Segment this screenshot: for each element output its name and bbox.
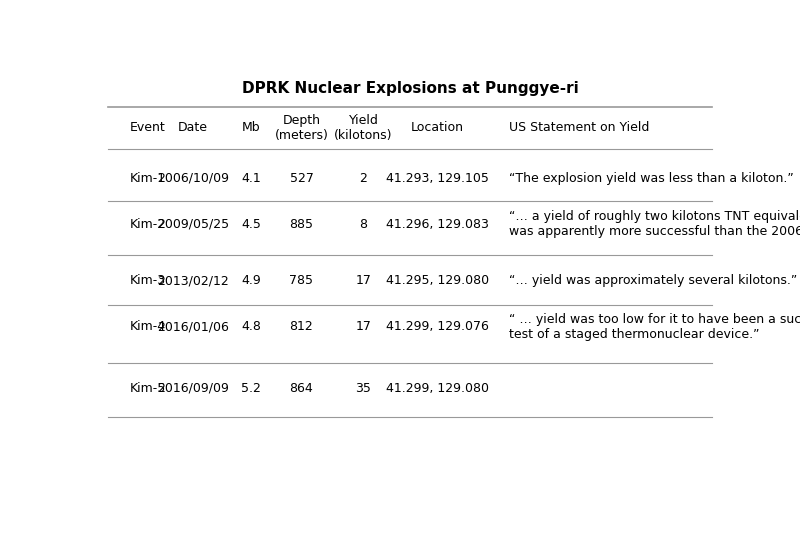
Text: “… a yield of roughly two kilotons TNT equivalent,
was apparently more successfu: “… a yield of roughly two kilotons TNT e… <box>510 210 800 239</box>
Text: 17: 17 <box>355 274 371 287</box>
Text: 41.293, 129.105: 41.293, 129.105 <box>386 171 489 185</box>
Text: 4.8: 4.8 <box>241 320 261 334</box>
Text: 2: 2 <box>359 171 367 185</box>
Text: “ … yield was too low for it to have been a successful
test of a staged thermonu: “ … yield was too low for it to have bee… <box>510 313 800 341</box>
Text: Kim-4: Kim-4 <box>130 320 166 334</box>
Text: Yield
(kilotons): Yield (kilotons) <box>334 114 393 142</box>
Text: 8: 8 <box>359 218 367 231</box>
Text: Event: Event <box>130 122 165 134</box>
Text: 17: 17 <box>355 320 371 334</box>
Text: “… yield was approximately several kilotons.”: “… yield was approximately several kilot… <box>510 274 798 287</box>
Text: 885: 885 <box>290 218 314 231</box>
Text: Kim-3: Kim-3 <box>130 274 166 287</box>
Text: 785: 785 <box>290 274 314 287</box>
Text: 2013/02/12: 2013/02/12 <box>157 274 229 287</box>
Text: 35: 35 <box>355 382 371 395</box>
Text: Date: Date <box>178 122 208 134</box>
Text: “The explosion yield was less than a kiloton.”: “The explosion yield was less than a kil… <box>510 171 794 185</box>
Text: 812: 812 <box>290 320 314 334</box>
Text: 864: 864 <box>290 382 314 395</box>
Text: Kim-5: Kim-5 <box>130 382 166 395</box>
Text: 2016/01/06: 2016/01/06 <box>157 320 229 334</box>
Text: 2009/05/25: 2009/05/25 <box>157 218 229 231</box>
Text: DPRK Nuclear Explosions at Punggye-ri: DPRK Nuclear Explosions at Punggye-ri <box>242 80 578 95</box>
Text: 4.5: 4.5 <box>241 218 261 231</box>
Text: 527: 527 <box>290 171 314 185</box>
Text: US Statement on Yield: US Statement on Yield <box>510 122 650 134</box>
Text: Depth
(meters): Depth (meters) <box>274 114 329 142</box>
Text: 4.1: 4.1 <box>242 171 261 185</box>
Text: 2016/09/09: 2016/09/09 <box>157 382 229 395</box>
Text: 5.2: 5.2 <box>241 382 261 395</box>
Text: 4.9: 4.9 <box>242 274 261 287</box>
Text: Location: Location <box>410 122 464 134</box>
Text: Kim-2: Kim-2 <box>130 218 166 231</box>
Text: 41.296, 129.083: 41.296, 129.083 <box>386 218 489 231</box>
Text: 41.295, 129.080: 41.295, 129.080 <box>386 274 489 287</box>
Text: Mb: Mb <box>242 122 261 134</box>
Text: 2006/10/09: 2006/10/09 <box>157 171 229 185</box>
Text: Kim-1: Kim-1 <box>130 171 166 185</box>
Text: 41.299, 129.080: 41.299, 129.080 <box>386 382 489 395</box>
Text: 41.299, 129.076: 41.299, 129.076 <box>386 320 489 334</box>
